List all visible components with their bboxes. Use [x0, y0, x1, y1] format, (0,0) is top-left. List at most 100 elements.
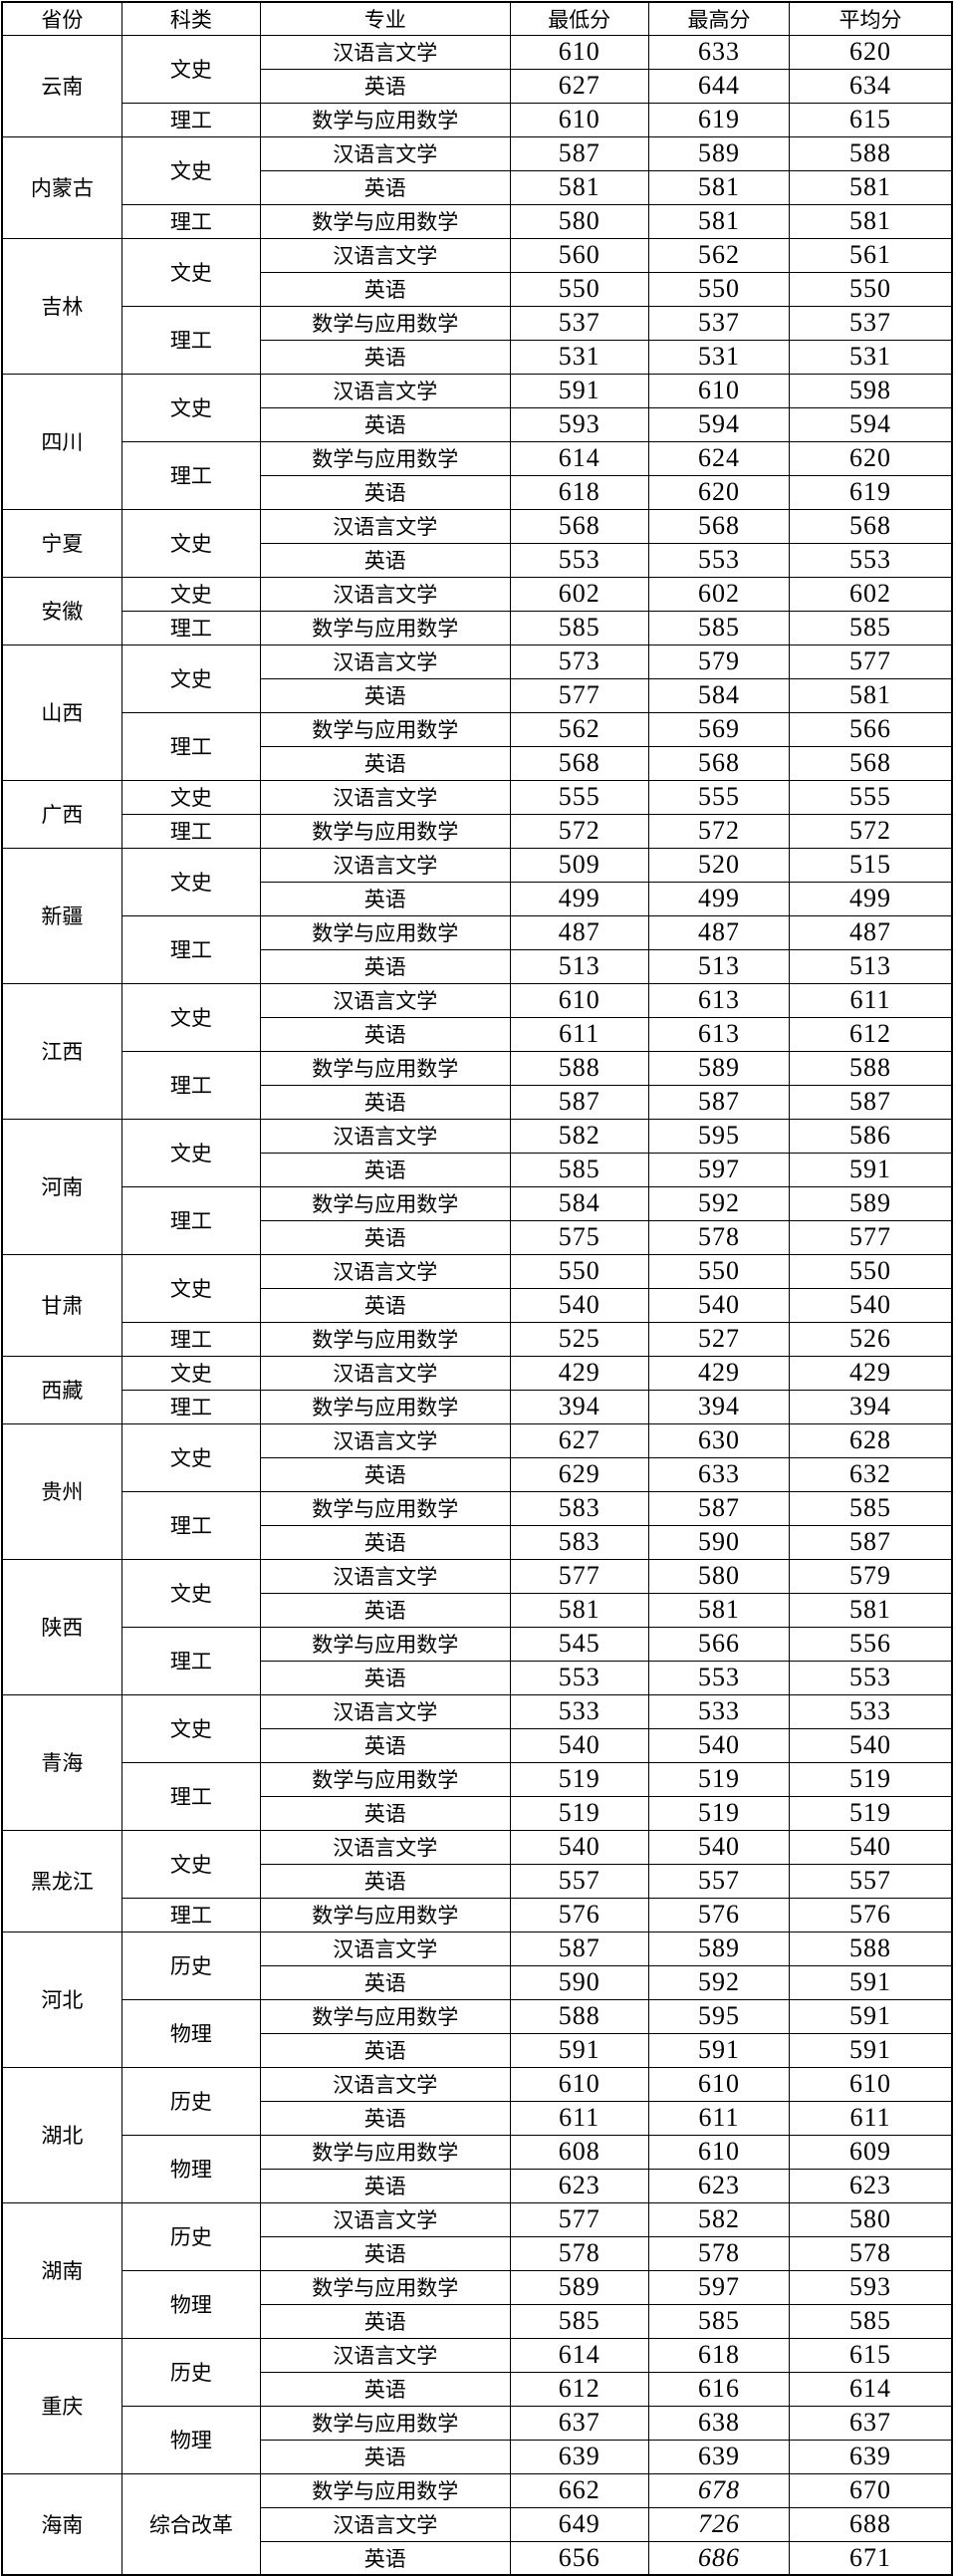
- min-score-cell: 602: [509, 576, 649, 612]
- avg-score-cell: 598: [789, 373, 953, 408]
- min-score-cell: 553: [509, 542, 649, 578]
- avg-score-cell: 540: [789, 1727, 953, 1763]
- province-cell: 河北: [1, 1931, 122, 2068]
- table-row: 物理 数学与应用数学 637 638 637: [2, 2405, 953, 2474]
- min-score-cell: 629: [509, 1456, 649, 1492]
- category-cell: 理工: [120, 1185, 262, 1255]
- max-score-cell: 580: [647, 1558, 791, 1594]
- min-score-cell: 618: [509, 474, 649, 510]
- table-row: 理工 数学与应用数学 562 569 566: [2, 711, 953, 781]
- table-row: 英语 553 553 553: [2, 542, 953, 578]
- max-score-cell: 633: [647, 34, 791, 70]
- table-row: 英语 540 540 540: [2, 1727, 953, 1763]
- table-row: 内蒙古 文史 汉语言文学 587 589 588: [1, 135, 953, 239]
- table-row: 汉语言文学 649 726 688: [2, 2506, 953, 2542]
- min-score-cell: 581: [509, 169, 649, 205]
- max-score-cell: 616: [647, 2371, 791, 2407]
- max-score-cell: 587: [647, 1490, 791, 1526]
- major-cell: 数学与应用数学: [260, 914, 511, 950]
- major-cell: 英语: [260, 68, 511, 104]
- avg-score-cell: 531: [789, 339, 953, 375]
- avg-score-cell: 591: [789, 1998, 953, 2034]
- major-cell: 英语: [260, 1592, 511, 1628]
- min-score-cell: 593: [509, 406, 649, 442]
- min-score-cell: 577: [509, 677, 649, 713]
- major-cell: 英语: [260, 542, 511, 578]
- avg-score-cell: 487: [789, 914, 953, 950]
- major-cell: 英语: [260, 1964, 511, 2000]
- major-cell: 数学与应用数学: [260, 305, 511, 341]
- major-cell: 英语: [260, 1660, 511, 1695]
- table-row: 宁夏 文史 汉语言文学 568 568 568: [1, 508, 953, 578]
- major-cell: 汉语言文学: [260, 1422, 511, 1458]
- province-cell: 贵州: [1, 1422, 122, 1560]
- column-header-3: 最低分: [509, 1, 649, 36]
- category-cell: 物理: [120, 2405, 262, 2474]
- max-score-cell: 630: [647, 1422, 791, 1458]
- table-row: 青海 文史 汉语言文学 533 533 533: [1, 1693, 953, 1831]
- major-cell: 数学与应用数学: [260, 711, 511, 747]
- column-header-1: 科类: [120, 1, 262, 36]
- major-cell: 数学与应用数学: [260, 813, 511, 849]
- table-row: 英语 578 578 578: [2, 2235, 953, 2271]
- min-score-cell: 531: [509, 339, 649, 375]
- avg-score-cell: 587: [789, 1084, 953, 1120]
- avg-score-cell: 620: [789, 34, 953, 70]
- category-cell: 物理: [120, 2269, 262, 2339]
- min-score-cell: 627: [509, 1422, 649, 1458]
- category-cell: 理工: [120, 305, 262, 375]
- major-cell: 数学与应用数学: [260, 1185, 511, 1221]
- table-row: 理工 数学与应用数学 525 527 526: [2, 1321, 953, 1357]
- province-cell: 山西: [1, 644, 122, 781]
- avg-score-cell: 537: [789, 305, 953, 341]
- table-row: 理工 数学与应用数学 584 592 589: [2, 1185, 953, 1255]
- category-cell: 文史: [120, 508, 262, 578]
- avg-score-cell: 602: [789, 576, 953, 612]
- major-cell: 英语: [260, 2439, 511, 2474]
- table-row: 理工 数学与应用数学 583 587 585: [2, 1490, 953, 1560]
- max-score-cell: 639: [647, 2439, 791, 2474]
- table-body: 云南 文史 汉语言文学 610 633 620 英语 627 644 634 理工 数学与应用数学 61…: [1, 34, 953, 2576]
- min-score-cell: 519: [509, 1795, 649, 1831]
- category-cell: 理工: [120, 1389, 262, 1424]
- max-score-cell: 594: [647, 406, 791, 442]
- avg-score-cell: 615: [789, 102, 953, 137]
- avg-score-cell: 588: [789, 135, 953, 171]
- min-score-cell: 585: [509, 2303, 649, 2339]
- avg-score-cell: 557: [789, 1863, 953, 1899]
- table-row: 湖南 历史 汉语言文学 577 582 580: [1, 2201, 953, 2339]
- min-score-cell: 394: [509, 1389, 649, 1424]
- max-score-cell: 589: [647, 135, 791, 171]
- min-score-cell: 499: [509, 881, 649, 916]
- category-cell: 理工: [120, 1050, 262, 1120]
- avg-score-cell: 394: [789, 1389, 953, 1424]
- category-cell: 理工: [120, 203, 262, 239]
- max-score-cell: 540: [647, 1287, 791, 1323]
- major-cell: 数学与应用数学: [260, 2134, 511, 2170]
- category-cell: 文史: [120, 576, 262, 612]
- table-row: 英语 540 540 540: [2, 1287, 953, 1323]
- min-score-cell: 662: [509, 2472, 649, 2508]
- min-score-cell: 525: [509, 1321, 649, 1357]
- min-score-cell: 583: [509, 1524, 649, 1560]
- min-score-cell: 487: [509, 914, 649, 950]
- table-row: 英语 623 623 623: [2, 2168, 953, 2203]
- avg-score-cell: 589: [789, 1185, 953, 1221]
- avg-score-cell: 580: [789, 2201, 953, 2237]
- major-cell: 英语: [260, 339, 511, 375]
- min-score-cell: 585: [509, 610, 649, 645]
- category-cell: 文史: [120, 982, 262, 1052]
- table-row: 英语 568 568 568: [2, 745, 953, 781]
- major-cell: 汉语言文学: [260, 1118, 511, 1154]
- avg-score-cell: 556: [789, 1626, 953, 1662]
- max-score-cell: 587: [647, 1084, 791, 1120]
- avg-score-cell: 620: [789, 440, 953, 476]
- table-row: 海南 综合改革 数学与应用数学 662 678 670: [1, 2472, 953, 2576]
- min-score-cell: 568: [509, 508, 649, 544]
- province-cell: 四川: [1, 373, 122, 510]
- table-row: 理工 数学与应用数学 572 572 572: [2, 813, 953, 849]
- min-score-cell: 614: [509, 440, 649, 476]
- province-cell: 陕西: [1, 1558, 122, 1695]
- avg-score-cell: 581: [789, 169, 953, 205]
